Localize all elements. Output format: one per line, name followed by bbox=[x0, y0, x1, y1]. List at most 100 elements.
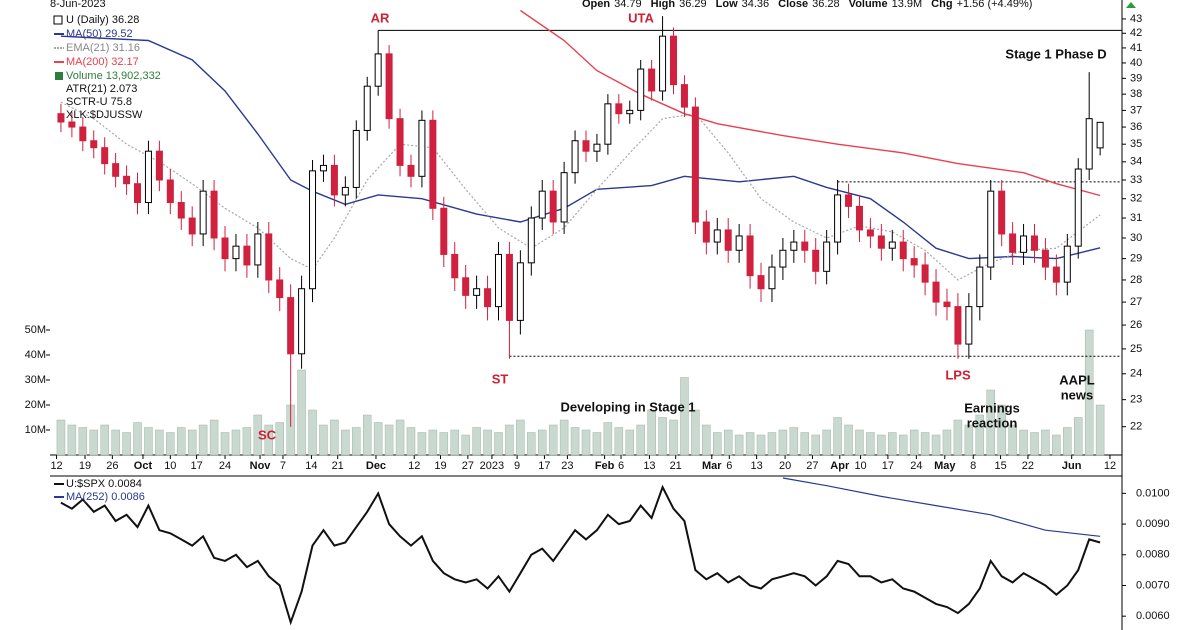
x-tick-label: Apr bbox=[830, 460, 850, 472]
legend-entry: MA(252) 0.0086 bbox=[66, 491, 145, 503]
volume-bar bbox=[866, 432, 875, 456]
x-tick-label: 21 bbox=[332, 460, 344, 472]
quote-label: High bbox=[651, 0, 676, 10]
volume-bar bbox=[439, 432, 449, 456]
annotation: Developing in Stage 1 bbox=[560, 399, 695, 414]
candle-body bbox=[998, 190, 1006, 235]
x-tick-label: 10 bbox=[854, 460, 866, 472]
candle-body bbox=[385, 53, 393, 120]
volume-bar bbox=[997, 404, 1006, 456]
candle-body bbox=[396, 118, 404, 166]
quote-value: 34.36 bbox=[742, 0, 770, 10]
volume-bar bbox=[614, 427, 624, 456]
quote-bar: Open 34.79 High 36.29 Low 34.36 Close 36.28 Volu… bbox=[582, 0, 1032, 10]
volume-bar bbox=[745, 432, 755, 456]
y-tick-label: 0.0060 bbox=[1136, 610, 1170, 622]
candle-body bbox=[254, 233, 262, 266]
x-tick-label: 27 bbox=[462, 460, 474, 472]
volume-bar bbox=[1019, 429, 1028, 456]
x-tick-label: 8 bbox=[970, 460, 976, 472]
volume-bar bbox=[1084, 329, 1094, 456]
candle-body bbox=[538, 190, 546, 219]
candle-body bbox=[1063, 245, 1071, 283]
volume-bar bbox=[592, 432, 602, 456]
volume-bar bbox=[231, 429, 241, 456]
volume-bar bbox=[559, 419, 569, 456]
volume-bar bbox=[909, 429, 919, 456]
candle-body bbox=[374, 53, 382, 87]
volume-bar bbox=[494, 432, 503, 456]
candle-body bbox=[954, 306, 962, 345]
candle-body bbox=[626, 109, 634, 115]
annotation: UTA bbox=[628, 10, 654, 25]
y-tick-label: 41 bbox=[1130, 42, 1142, 54]
volume-bar bbox=[833, 417, 842, 456]
volume-bar bbox=[844, 424, 853, 456]
volume-bar bbox=[177, 427, 186, 456]
y-tick-label: 23 bbox=[1130, 394, 1142, 406]
volume-bar bbox=[187, 429, 197, 456]
y-tick-label: 27 bbox=[1130, 296, 1142, 308]
candle-body bbox=[352, 129, 360, 188]
candle-body bbox=[112, 163, 120, 177]
volume-bar bbox=[56, 419, 66, 456]
volume-bar bbox=[767, 432, 777, 456]
annotation: ST bbox=[492, 371, 509, 386]
legend-entry: Volume 13,902,332 bbox=[66, 70, 161, 82]
y-tick-label: 37 bbox=[1130, 104, 1142, 116]
volume-bar bbox=[570, 427, 580, 456]
volume-bar bbox=[275, 422, 284, 456]
volume-bar bbox=[133, 422, 142, 456]
candle-body bbox=[232, 245, 240, 260]
candle-body bbox=[746, 235, 754, 277]
y-tick-label: 39 bbox=[1130, 72, 1142, 84]
legend-entry: U (Daily) 36.28 bbox=[66, 14, 139, 26]
candle-body bbox=[1052, 266, 1060, 283]
quote-value: 36.28 bbox=[812, 0, 840, 10]
ma-line bbox=[520, 9, 1101, 197]
volume-bar bbox=[800, 432, 810, 456]
candle-body bbox=[702, 221, 710, 243]
candle-body bbox=[834, 194, 842, 243]
y-tick-label: 32 bbox=[1130, 193, 1142, 205]
candle-body bbox=[735, 235, 743, 251]
volume-bar bbox=[67, 424, 77, 456]
volume-bar bbox=[953, 419, 963, 456]
y-tick-label: 0.0080 bbox=[1136, 549, 1170, 561]
volume-bar bbox=[166, 432, 175, 456]
candle-body bbox=[549, 190, 557, 223]
candle-body bbox=[341, 186, 349, 196]
x-tick-label: 19 bbox=[79, 460, 91, 472]
volume-bar bbox=[89, 429, 99, 456]
candle-body bbox=[987, 190, 995, 268]
volume-tick-label: 20M bbox=[25, 399, 46, 411]
volume-bar bbox=[155, 429, 164, 456]
x-tick-label: 17 bbox=[190, 460, 202, 472]
legend-entry: MA(50) 29.52 bbox=[66, 28, 133, 40]
x-tick-label: 6 bbox=[618, 460, 624, 472]
volume-bar bbox=[1063, 427, 1072, 456]
candle-body bbox=[505, 253, 513, 321]
volume-bar bbox=[888, 432, 897, 456]
x-tick-label: 24 bbox=[219, 460, 231, 472]
volume-bar bbox=[975, 414, 985, 456]
volume-bar bbox=[636, 424, 645, 456]
volume-bar bbox=[264, 424, 274, 456]
volume-bar bbox=[198, 424, 208, 456]
volume-bar bbox=[319, 424, 328, 456]
volume-bar bbox=[472, 427, 481, 456]
candle-body bbox=[757, 275, 765, 290]
volume-bar bbox=[1052, 434, 1061, 456]
y-tick-label: 24 bbox=[1130, 368, 1142, 380]
volume-bar bbox=[242, 427, 252, 456]
legend-entry: EMA(21) 31.16 bbox=[66, 42, 140, 54]
candle-body bbox=[276, 279, 284, 299]
legend-entry: U:$SPX 0.0084 bbox=[66, 478, 142, 490]
volume-bar bbox=[734, 434, 744, 456]
candle-body bbox=[659, 35, 667, 92]
y-tick-label: 29 bbox=[1130, 253, 1142, 265]
candle-body bbox=[943, 301, 951, 308]
indicator-label: SCTR-U 75.8 bbox=[66, 96, 132, 108]
x-tick-label: 13 bbox=[643, 460, 655, 472]
